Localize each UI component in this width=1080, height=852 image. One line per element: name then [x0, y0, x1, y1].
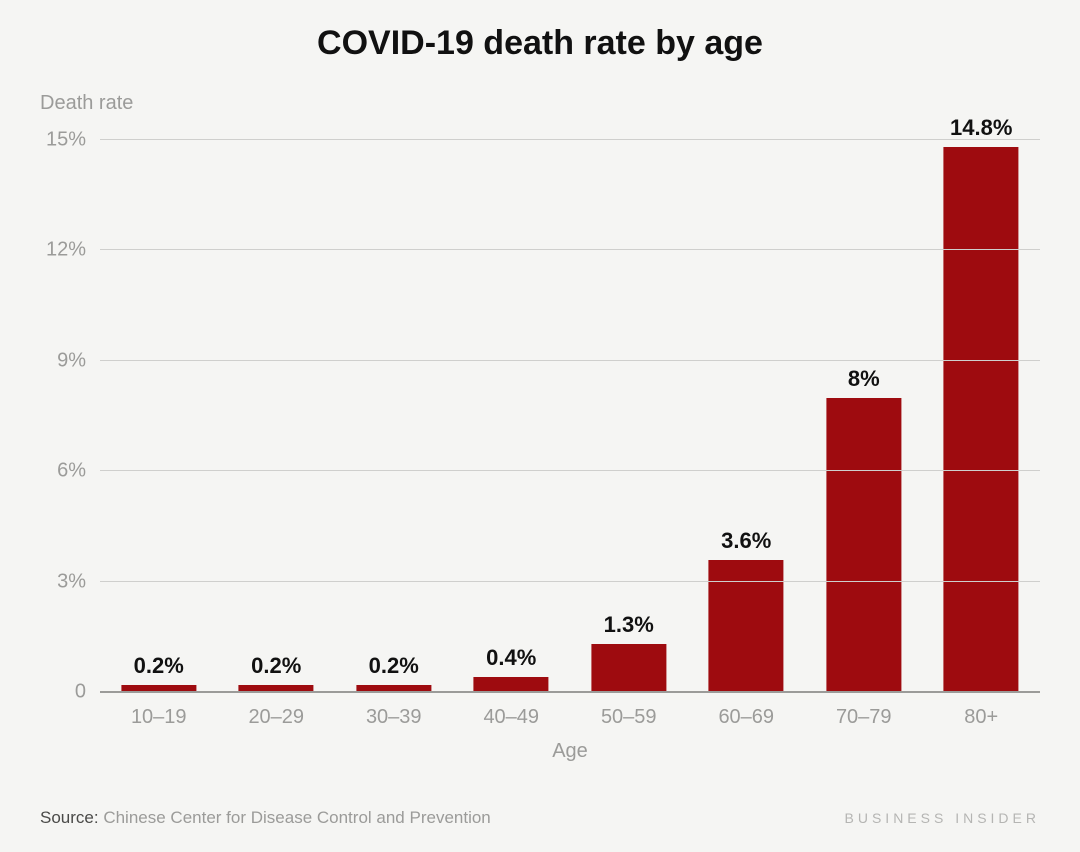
y-tick-label: 0 — [75, 681, 100, 704]
y-tick-label: 12% — [46, 239, 100, 262]
bar: 14.8% — [944, 147, 1019, 692]
x-axis-title: Age — [100, 740, 1040, 763]
y-tick-label: 9% — [57, 349, 100, 372]
bar-slot: 14.8%80+ — [923, 140, 1041, 692]
y-axis-title: Death rate — [40, 92, 133, 115]
x-tick-label: 80+ — [964, 692, 998, 729]
gridline — [100, 360, 1040, 361]
bar-slot: 1.3%50–59 — [570, 140, 688, 692]
gridline — [100, 470, 1040, 471]
x-tick-label: 50–59 — [601, 692, 657, 729]
bar: 3.6% — [709, 560, 784, 692]
bar: 8% — [826, 398, 901, 692]
bar-value-label: 8% — [848, 366, 880, 398]
chart-title: COVID-19 death rate by age — [0, 24, 1080, 63]
gridline — [100, 249, 1040, 250]
bar-value-label: 0.2% — [369, 653, 419, 685]
bar-value-label: 1.3% — [604, 612, 654, 644]
bar-value-label: 14.8% — [950, 115, 1012, 147]
x-tick-label: 20–29 — [248, 692, 304, 729]
brand-label: BUSINESS INSIDER — [845, 810, 1040, 826]
x-tick-label: 30–39 — [366, 692, 422, 729]
bar: 1.3% — [591, 644, 666, 692]
bar-value-label: 0.2% — [251, 653, 301, 685]
bar-slot: 0.4%40–49 — [453, 140, 571, 692]
plot-area: 0.2%10–190.2%20–290.2%30–390.4%40–491.3%… — [100, 140, 1040, 692]
chart-container: COVID-19 death rate by age Death rate 0.… — [0, 0, 1080, 852]
source-label: Source: — [40, 808, 99, 827]
bars-layer: 0.2%10–190.2%20–290.2%30–390.4%40–491.3%… — [100, 140, 1040, 692]
y-tick-label: 15% — [46, 129, 100, 152]
gridline — [100, 581, 1040, 582]
x-tick-label: 10–19 — [131, 692, 187, 729]
bar-slot: 0.2%30–39 — [335, 140, 453, 692]
y-tick-label: 3% — [57, 570, 100, 593]
x-axis-line — [100, 691, 1040, 693]
bar-slot: 0.2%10–19 — [100, 140, 218, 692]
y-tick-label: 6% — [57, 460, 100, 483]
x-tick-label: 60–69 — [718, 692, 774, 729]
chart-footer: Source: Chinese Center for Disease Contr… — [0, 808, 1080, 828]
source-text: Chinese Center for Disease Control and P… — [103, 808, 490, 827]
source-line: Source: Chinese Center for Disease Contr… — [40, 808, 491, 828]
x-tick-label: 40–49 — [483, 692, 539, 729]
bar-slot: 3.6%60–69 — [688, 140, 806, 692]
bar: 0.4% — [474, 677, 549, 692]
bar-value-label: 0.4% — [486, 645, 536, 677]
bar-value-label: 3.6% — [721, 528, 771, 560]
gridline — [100, 139, 1040, 140]
bar-slot: 8%70–79 — [805, 140, 923, 692]
bar-value-label: 0.2% — [134, 653, 184, 685]
bar-slot: 0.2%20–29 — [218, 140, 336, 692]
x-tick-label: 70–79 — [836, 692, 892, 729]
